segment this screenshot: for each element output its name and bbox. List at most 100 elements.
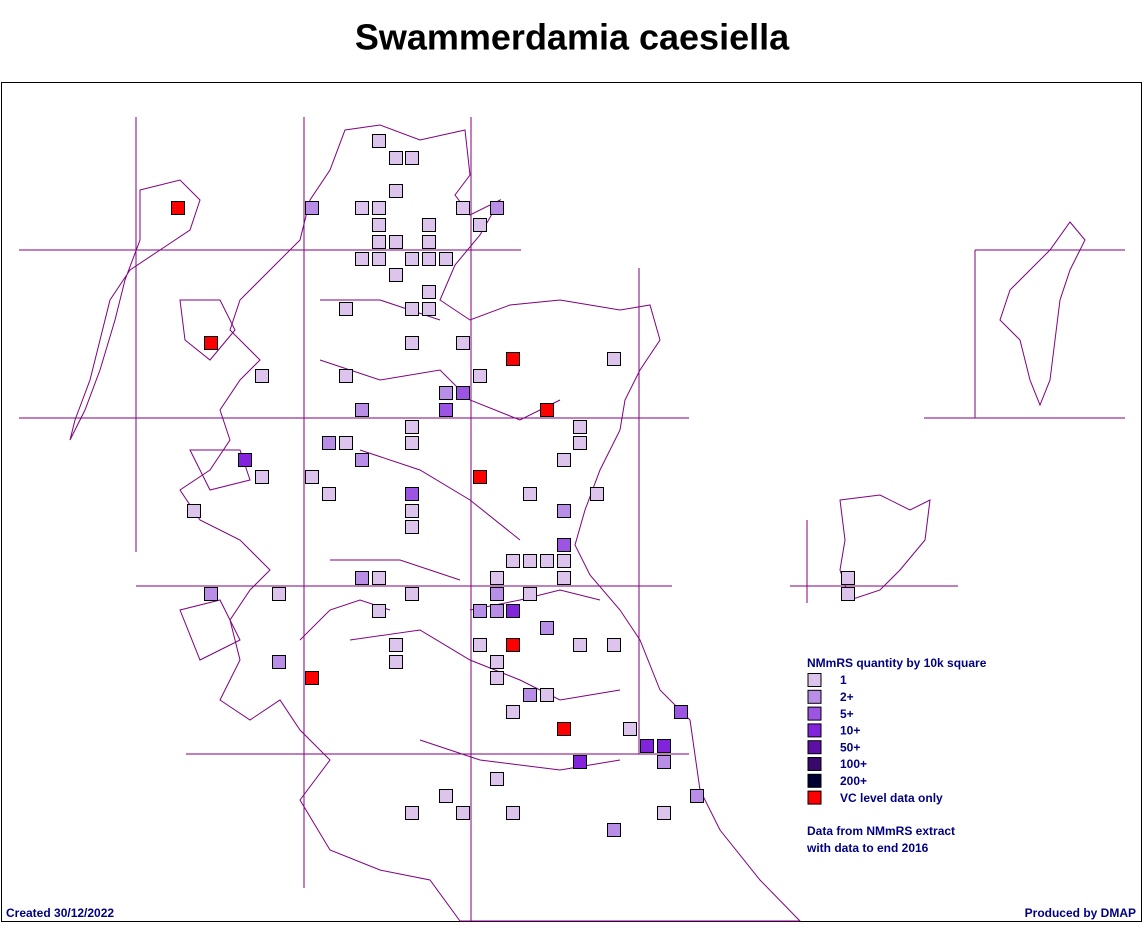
legend-swatch xyxy=(807,689,822,704)
record-square xyxy=(372,134,386,148)
record-square xyxy=(506,806,520,820)
record-square xyxy=(557,453,571,467)
skye-mull xyxy=(179,299,251,661)
record-square xyxy=(389,655,403,669)
record-square xyxy=(490,671,504,685)
record-square xyxy=(456,806,470,820)
record-square xyxy=(405,151,419,165)
record-square xyxy=(355,403,369,417)
legend-swatch xyxy=(807,790,822,805)
record-square xyxy=(557,504,571,518)
record-square xyxy=(573,436,587,450)
record-square xyxy=(422,218,436,232)
record-square xyxy=(355,201,369,215)
record-square xyxy=(523,487,537,501)
record-square xyxy=(557,554,571,568)
record-square xyxy=(389,638,403,652)
record-square xyxy=(171,201,185,215)
record-square xyxy=(557,722,571,736)
record-square xyxy=(674,705,688,719)
note-line: Data from NMmRS extract xyxy=(807,824,955,838)
legend-label: 100+ xyxy=(840,757,867,771)
record-square xyxy=(540,554,554,568)
legend-swatch xyxy=(807,673,822,687)
record-square xyxy=(405,302,419,316)
legend-label: 1 xyxy=(840,673,847,687)
record-square xyxy=(540,688,554,702)
record-square xyxy=(405,336,419,350)
shetland xyxy=(999,221,1086,407)
record-square xyxy=(540,621,554,635)
record-square xyxy=(305,671,319,685)
record-square xyxy=(339,302,353,316)
grid-lines xyxy=(19,117,1125,921)
record-square xyxy=(523,554,537,568)
record-square xyxy=(204,336,218,350)
legend-swatch xyxy=(807,740,822,755)
record-square xyxy=(389,151,403,165)
record-square xyxy=(523,688,537,702)
record-square xyxy=(607,352,621,366)
legend-label: VC level data only xyxy=(840,791,943,805)
record-square xyxy=(590,487,604,501)
record-square xyxy=(405,806,419,820)
record-square xyxy=(506,554,520,568)
record-square xyxy=(657,739,671,753)
record-square xyxy=(355,252,369,266)
record-square xyxy=(255,470,269,484)
record-square xyxy=(422,302,436,316)
record-square xyxy=(322,487,336,501)
record-square xyxy=(339,436,353,450)
record-square xyxy=(405,587,419,601)
legend-swatch xyxy=(807,773,822,788)
record-square xyxy=(405,420,419,434)
record-square xyxy=(372,571,386,585)
record-square xyxy=(490,655,504,669)
map-title: Swammerdamia caesiella xyxy=(355,17,790,58)
record-square xyxy=(473,638,487,652)
record-square xyxy=(322,436,336,450)
record-square xyxy=(490,604,504,618)
record-square xyxy=(657,806,671,820)
record-square xyxy=(422,285,436,299)
record-square xyxy=(389,268,403,282)
record-square xyxy=(405,504,419,518)
record-square xyxy=(607,823,621,837)
record-square xyxy=(473,218,487,232)
record-square xyxy=(389,184,403,198)
record-square xyxy=(305,470,319,484)
legend-label: 50+ xyxy=(840,740,860,754)
outer-hebrides xyxy=(69,179,201,441)
legend-swatch xyxy=(807,706,822,721)
record-square xyxy=(490,772,504,786)
record-square xyxy=(355,453,369,467)
record-square xyxy=(405,252,419,266)
record-square xyxy=(405,436,419,450)
record-square xyxy=(372,218,386,232)
record-square xyxy=(506,352,520,366)
record-square xyxy=(405,520,419,534)
record-square xyxy=(557,538,571,552)
coastline xyxy=(69,124,1086,922)
record-square xyxy=(372,201,386,215)
record-square xyxy=(640,739,654,753)
record-square xyxy=(473,604,487,618)
record-square xyxy=(506,604,520,618)
record-square xyxy=(506,638,520,652)
record-square xyxy=(422,235,436,249)
legend-title: NMmRS quantity by 10k square xyxy=(807,656,987,670)
record-square xyxy=(355,571,369,585)
record-square xyxy=(473,470,487,484)
mainland-coast xyxy=(179,124,802,922)
producer: Produced by DMAP xyxy=(1025,906,1136,920)
record-square xyxy=(439,386,453,400)
record-square xyxy=(506,705,520,719)
created-date: Created 30/12/2022 xyxy=(6,906,114,920)
record-square xyxy=(389,235,403,249)
record-square xyxy=(490,587,504,601)
record-squares xyxy=(171,134,855,837)
record-square xyxy=(456,201,470,215)
legend-swatch xyxy=(807,723,822,738)
